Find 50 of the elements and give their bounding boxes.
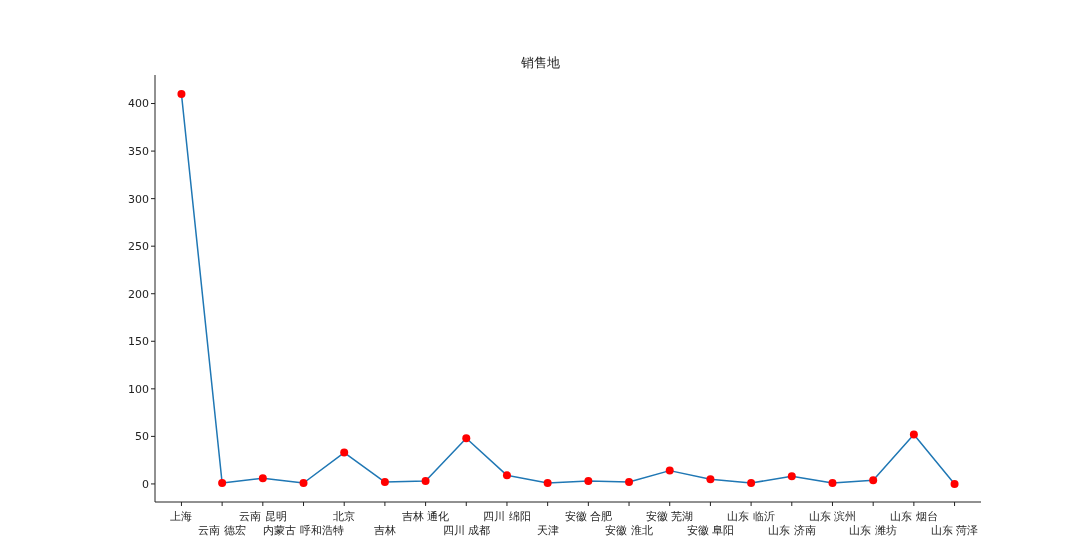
x-tick-label: 吉林 — [373, 524, 396, 537]
x-tick-label: 山东 临沂 — [727, 510, 775, 523]
point — [462, 434, 471, 443]
point — [747, 478, 756, 487]
x-tick-label: 上海 — [170, 510, 193, 523]
point — [340, 448, 349, 457]
point — [218, 478, 227, 487]
point — [258, 474, 267, 483]
x-tick-label: 山东 潍坊 — [849, 524, 897, 537]
point — [828, 478, 837, 487]
point — [869, 476, 878, 485]
x-tick-label: 山东 滨州 — [808, 510, 857, 523]
x-tick-label: 云南 德宏 — [198, 524, 246, 537]
y-tick-label: 250 — [128, 240, 149, 254]
y-tick-label: 150 — [128, 335, 149, 349]
point — [299, 478, 308, 487]
y-tick-label: 400 — [128, 97, 149, 111]
y-tick-label: 100 — [128, 382, 149, 396]
x-tick-label: 山东 济南 — [768, 524, 816, 537]
y-tick-label: 200 — [128, 287, 149, 301]
y-tick-label: 300 — [128, 192, 149, 206]
point — [706, 475, 715, 484]
point — [421, 477, 430, 486]
x-tick-label: 北京 — [333, 510, 356, 523]
x-tick-label: 内蒙古 呼和浩特 — [263, 524, 344, 537]
point — [584, 477, 593, 486]
x-tick-label: 吉林 通化 — [401, 510, 450, 523]
x-tick-label: 山东 烟台 — [890, 510, 938, 523]
y-tick-label: 350 — [128, 144, 149, 158]
y-tick-label: 0 — [142, 477, 149, 491]
point — [543, 478, 552, 487]
point — [625, 478, 634, 487]
x-tick-label: 天津 — [536, 524, 559, 537]
x-tick-label: 四川 成都 — [442, 524, 491, 537]
point — [380, 478, 389, 487]
point — [787, 472, 796, 481]
point — [177, 90, 186, 99]
point — [665, 466, 674, 475]
point — [502, 471, 511, 480]
point — [909, 430, 918, 439]
x-tick-label: 云南 昆明 — [239, 510, 287, 523]
x-tick-label: 安徽 阜阳 — [686, 524, 735, 537]
chart-title: 销售地 — [519, 54, 561, 72]
x-tick-label: 安徽 合肥 — [564, 510, 613, 523]
x-tick-label: 安徽 芜湖 — [645, 510, 694, 523]
x-tick-label: 安徽 淮北 — [605, 524, 653, 537]
x-tick-label: 四川 绵阳 — [483, 510, 531, 523]
point — [950, 479, 959, 488]
y-tick-label: 50 — [135, 430, 149, 444]
x-tick-label: 山东 菏泽 — [930, 524, 979, 537]
